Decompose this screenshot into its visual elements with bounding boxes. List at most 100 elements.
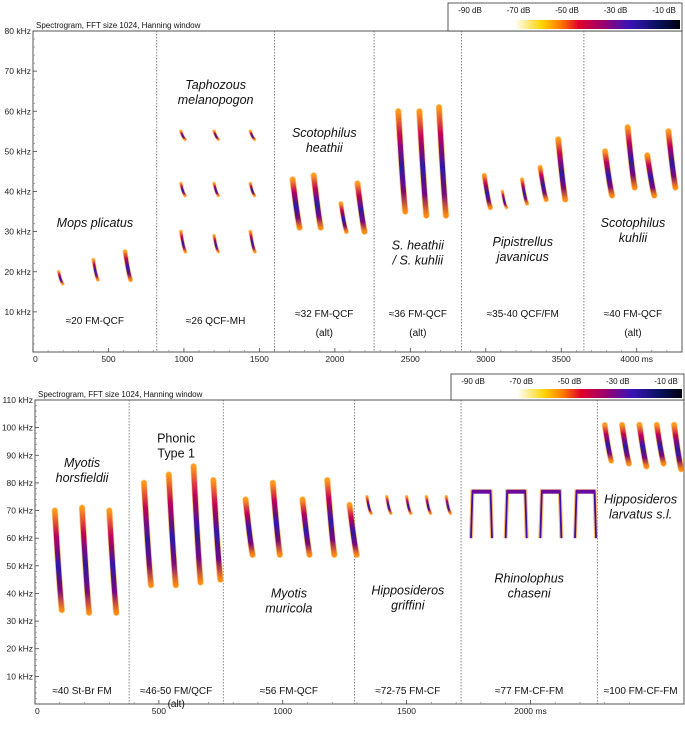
call-mark bbox=[365, 495, 373, 515]
y-tick-label: 60 kHz bbox=[5, 106, 31, 116]
call-mark bbox=[416, 108, 429, 219]
call-mark bbox=[179, 130, 187, 141]
spectrogram-bottom: Spectrogram, FFT size 1024, Hanning wind… bbox=[2, 373, 685, 716]
db-color-legend: -90 dB -70 dB -50 dB -30 dB -10 dB bbox=[447, 2, 683, 32]
call-type-label: ≈72-75 FM-CF bbox=[375, 686, 440, 697]
call-mark bbox=[249, 230, 257, 253]
species-label: Hipposideros bbox=[371, 584, 444, 598]
x-tick-label: 1000 bbox=[174, 354, 193, 364]
species-label: heathii bbox=[306, 141, 344, 155]
call-type-label: ≈36 FM-QCF bbox=[389, 309, 447, 320]
y-tick-label: 70 kHz bbox=[7, 506, 33, 516]
legend-label: -90 dB bbox=[458, 6, 482, 15]
legend-colorbar bbox=[453, 389, 682, 398]
species-label: Mops plicatus bbox=[57, 216, 133, 230]
species-label: javanicus bbox=[495, 250, 549, 264]
y-tick-label: 100 kHz bbox=[2, 423, 33, 433]
call-mark bbox=[482, 173, 493, 210]
species-label: Pipistrellus bbox=[493, 235, 553, 249]
legend-label: -70 dB bbox=[509, 377, 533, 386]
call-mark bbox=[538, 165, 549, 202]
call-mark bbox=[644, 152, 657, 199]
call-mark bbox=[501, 190, 508, 209]
y-tick-label: 50 kHz bbox=[7, 561, 33, 571]
species-label: Scotophilus bbox=[292, 126, 357, 140]
x-tick-label: 2000 ms bbox=[514, 706, 547, 716]
y-tick-label: 50 kHz bbox=[5, 146, 31, 156]
species-label: Phonic bbox=[157, 432, 195, 446]
legend-label: -70 dB bbox=[507, 6, 531, 15]
call-mark bbox=[179, 182, 187, 197]
call-mark bbox=[625, 124, 638, 190]
call-mark bbox=[576, 489, 596, 494]
species-panel: Mops plicatus ≈20 FM-QCF bbox=[57, 216, 133, 327]
species-label: chaseni bbox=[508, 586, 552, 600]
y-tick-label: 20 kHz bbox=[7, 644, 33, 654]
call-mark bbox=[213, 130, 220, 141]
species-label: Myotis bbox=[64, 456, 100, 470]
call-type-label: (alt) bbox=[409, 328, 426, 339]
y-tick-label: 10 kHz bbox=[7, 671, 33, 681]
call-mark bbox=[671, 422, 684, 472]
call-mark bbox=[123, 249, 133, 282]
species-label: Rhinolophus bbox=[494, 571, 564, 585]
call-mark bbox=[355, 180, 367, 235]
legend-label: -10 dB bbox=[652, 6, 676, 15]
call-mark bbox=[445, 495, 452, 515]
y-tick-label: 20 kHz bbox=[5, 267, 31, 277]
call-mark bbox=[471, 489, 492, 494]
call-mark bbox=[654, 422, 667, 466]
call-type-label: ≈35-40 QCF/FM bbox=[487, 309, 559, 320]
species-label: kuhlii bbox=[619, 231, 649, 245]
x-tick-label: 0 bbox=[33, 354, 38, 364]
call-mark bbox=[436, 104, 449, 219]
species-label: muricola bbox=[265, 602, 312, 616]
call-mark bbox=[243, 496, 256, 558]
x-tick-label: 4000 ms bbox=[620, 354, 653, 364]
call-mark bbox=[79, 505, 92, 616]
y-tick-label: 30 kHz bbox=[5, 227, 31, 237]
call-mark bbox=[665, 128, 678, 190]
y-tick-label: 10 kHz bbox=[5, 307, 31, 317]
y-tick-label: 60 kHz bbox=[7, 533, 33, 543]
call-mark bbox=[506, 489, 526, 494]
call-type-label: (alt) bbox=[624, 328, 641, 339]
chart-title: Spectrogram, FFT size 1024, Hanning wind… bbox=[38, 390, 203, 399]
call-mark bbox=[520, 177, 529, 206]
call-mark bbox=[347, 502, 360, 558]
legend-label: -10 dB bbox=[654, 377, 678, 386]
call-mark bbox=[249, 182, 256, 197]
x-tick-label: 500 bbox=[101, 354, 115, 364]
species-label: griffini bbox=[391, 599, 426, 613]
y-tick-label: 40 kHz bbox=[5, 187, 31, 197]
call-mark bbox=[405, 495, 412, 515]
call-mark bbox=[636, 422, 649, 469]
y-tick-label: 90 kHz bbox=[7, 450, 33, 460]
call-mark bbox=[619, 422, 632, 466]
call-mark bbox=[166, 472, 179, 588]
call-mark bbox=[395, 108, 408, 215]
species-label: Myotis bbox=[271, 587, 307, 601]
call-mark bbox=[425, 495, 432, 515]
spectrogram-top: Spectrogram, FFT size 1024, Hanning wind… bbox=[5, 2, 683, 364]
legend-label: -50 dB bbox=[555, 6, 579, 15]
call-mark bbox=[311, 172, 324, 231]
species-label: melanopogon bbox=[178, 93, 254, 107]
call-mark bbox=[92, 258, 100, 282]
species-label: Hipposideros bbox=[604, 492, 677, 506]
species-label: larvatus s.l. bbox=[609, 507, 672, 521]
call-mark bbox=[213, 234, 220, 253]
x-tick-label: 3000 bbox=[476, 354, 495, 364]
call-mark bbox=[210, 477, 223, 583]
species-panel: S. heathii/ S. kuhlii ≈36 FM-QCF (alt) bbox=[389, 103, 450, 339]
call-type-label: ≈56 FM-QCF bbox=[260, 686, 318, 697]
call-mark bbox=[290, 176, 303, 231]
legend-label: -30 dB bbox=[606, 377, 630, 386]
